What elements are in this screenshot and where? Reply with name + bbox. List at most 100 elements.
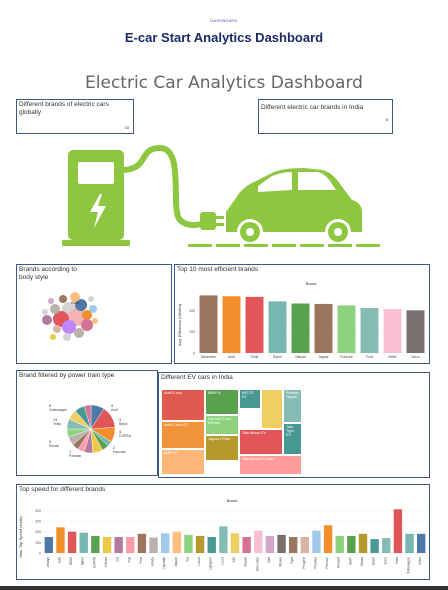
powertrain-pie-panel[interactable]: Brand filtered by power train type 8 Volk… — [16, 370, 158, 476]
treemap-cell[interactable]: Porsche Taycan — [283, 389, 302, 423]
treemap-cell[interactable]: Tata Tigor EV — [283, 423, 302, 455]
y-tick-label: 100 — [189, 330, 195, 334]
bar — [184, 534, 193, 553]
treemap-cell[interactable]: Hyundai Kona Electric — [205, 415, 239, 435]
pie-label-value: 2 — [113, 446, 115, 450]
y-tick-label: 200 — [35, 530, 41, 534]
treemap-cell[interactable]: MG ZS EV — [239, 389, 261, 409]
x-tick-label: Volvo — [418, 557, 422, 565]
bottom-bar — [0, 586, 448, 590]
bar — [102, 537, 112, 553]
breadcrumb[interactable]: DASHBOARD — [210, 18, 238, 23]
bubble — [48, 298, 54, 304]
treemap-cell[interactable]: Jaguar I-Pace — [205, 435, 239, 461]
bar — [291, 303, 310, 353]
x-tick-label: Tesla — [251, 355, 259, 359]
x-tick-label: Byton — [273, 355, 282, 359]
x-tick-label: Smart — [372, 557, 376, 566]
x-tick-label: Kia — [185, 557, 189, 562]
bar — [358, 533, 368, 553]
x-tick-label: Mazda — [244, 557, 248, 567]
x-tick-label: Lucid — [220, 557, 224, 565]
bar — [137, 533, 147, 553]
y-tick-label: 400 — [35, 509, 41, 513]
x-tick-label: Skoda — [360, 557, 364, 566]
pie-label-name: Byton — [119, 422, 128, 426]
treemap-cell[interactable]: BMW i4 — [205, 389, 239, 415]
bar — [195, 535, 205, 553]
top-speed-bar-chart: Brand Max. Top Speed (km/h) 0 100 200 300 40… — [18, 498, 427, 574]
treemap: Audi E-tron Audi E-tron GT BMW iX BMW i4 Hyu… — [161, 389, 302, 475]
pie-label-name: Volkswagen — [49, 408, 67, 412]
bar — [265, 535, 275, 553]
panel-title: Top speed for different brands — [19, 486, 106, 493]
bubble — [53, 325, 61, 333]
kpi-value: 8 — [385, 117, 388, 122]
bar — [242, 537, 251, 553]
x-tick-label: SEAT — [348, 557, 352, 565]
bar — [254, 530, 263, 553]
treemap-cell[interactable]: BMW iX — [161, 449, 205, 475]
bar — [114, 537, 123, 553]
pie-label-value: 9 — [111, 404, 113, 408]
bar — [91, 535, 100, 553]
x-tick-label: MG — [232, 556, 236, 562]
x-tick-label: Volkswagen — [407, 557, 411, 574]
plug-icon — [200, 212, 224, 230]
bar — [160, 533, 170, 553]
x-tick-label: Peugeot — [302, 557, 306, 569]
y-tick-label: 300 — [35, 520, 41, 524]
bar — [370, 539, 379, 553]
bubble — [62, 320, 76, 334]
bar — [406, 310, 425, 353]
x-tick-label: Porsche — [340, 355, 353, 359]
page-title: E-car Start Analytics Dashboard — [124, 30, 324, 45]
bar — [335, 535, 344, 553]
x-tick-label: Ford — [366, 355, 373, 359]
x-tick-label: BMW — [388, 355, 397, 359]
pie-label-value: 5 — [49, 440, 51, 444]
bar — [300, 537, 310, 553]
bar — [314, 303, 333, 353]
x-tick-label: Citroen — [104, 557, 108, 568]
treemap-cell[interactable]: Tata Nexon EV — [239, 429, 283, 455]
pie-label-name: Tesla — [53, 422, 61, 426]
treemap-cell[interactable]: Audi E-tron — [161, 389, 205, 421]
treemap-cell[interactable]: Audi E-tron GT — [161, 421, 205, 449]
pie-label-name: Audi — [111, 408, 118, 412]
treemap-cell[interactable]: Tata Nexon EV Max — [239, 455, 302, 475]
efficient-brands-panel[interactable]: Top 10 most efficient brands Brand Avg. … — [174, 264, 430, 364]
y-tick-label: 0 — [193, 352, 195, 356]
bar — [126, 537, 135, 553]
legend-title: Brand — [227, 498, 238, 503]
y-tick-label: 200 — [189, 309, 195, 313]
kpi-card-global-brands[interactable]: Different brands of electric cars global… — [16, 99, 134, 134]
bar — [323, 525, 333, 553]
x-tick-label: Opel — [290, 557, 294, 564]
bar — [337, 305, 356, 353]
bubble — [70, 292, 80, 302]
bar — [222, 296, 241, 353]
legend-title: Brand — [306, 281, 317, 286]
x-tick-label: Honda — [151, 557, 155, 567]
india-ev-treemap-panel[interactable]: Different EV cars in India Audi E-tron Au… — [158, 372, 430, 478]
treemap-cell[interactable] — [261, 389, 283, 429]
kpi-card-india-brands[interactable]: Different electric car brands in India 8 — [258, 99, 393, 134]
x-tick-label: Jaguar — [318, 355, 329, 359]
top-speed-panel[interactable]: Top speed for different brands Brand Max… — [16, 484, 430, 580]
panel-title: Different EV cars in India — [161, 374, 233, 381]
bubble-panel[interactable]: Brands according to body style SUV — [16, 264, 172, 364]
x-tick-label: Audi — [228, 355, 235, 359]
bar — [288, 537, 298, 553]
x-tick-label: Lexus — [197, 557, 201, 566]
bar — [67, 531, 77, 553]
x-tick-label: Jaguar — [174, 556, 178, 567]
x-tick-label: Nissan — [279, 557, 283, 567]
bubble — [75, 299, 87, 311]
kpi-value: 33 — [124, 125, 129, 130]
bar — [268, 301, 287, 353]
pie-slice — [83, 404, 92, 430]
bubble — [59, 295, 67, 303]
pie-label-value: 8 — [49, 404, 51, 408]
